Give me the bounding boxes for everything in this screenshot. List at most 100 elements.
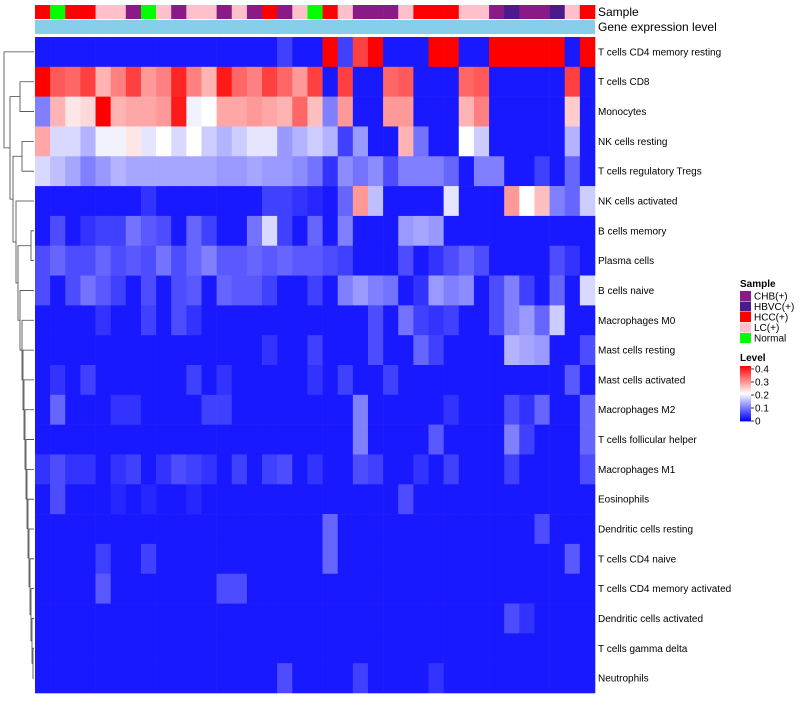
heatmap-cell (171, 514, 187, 545)
heatmap-cell (110, 424, 127, 455)
sample-annotation-cell (80, 5, 96, 19)
heatmap-cell (80, 126, 96, 157)
heatmap-cell (80, 96, 96, 127)
colorbar-segment (740, 370, 751, 372)
heatmap-cell (35, 424, 51, 455)
colorbar-segment (740, 405, 751, 408)
heatmap-cell (428, 484, 444, 515)
heatmap-cell (458, 484, 475, 515)
heatmap-cell (95, 126, 111, 157)
heatmap-cell (216, 663, 233, 694)
heatmap-cell (140, 454, 157, 485)
legend-swatch (740, 322, 751, 333)
heatmap-cell (549, 275, 566, 306)
heatmap-cell (80, 484, 96, 515)
heatmap-cell (504, 454, 520, 485)
annotation-label-gene-expression: Gene expression level (598, 20, 717, 34)
heatmap-cell (110, 633, 127, 664)
heatmap-cell (80, 663, 96, 694)
heatmap-cell (95, 663, 111, 694)
heatmap-cell (504, 394, 520, 425)
legend-swatch (740, 333, 751, 343)
heatmap-cell (216, 96, 233, 127)
heatmap-cell (383, 126, 399, 157)
heatmap-cell (201, 335, 217, 366)
heatmap-cell (398, 514, 414, 545)
heatmap-cell (156, 335, 172, 366)
heatmap-cell (292, 484, 308, 515)
heatmap-cell (110, 66, 127, 97)
heatmap-cell (473, 126, 490, 157)
heatmap-cell (277, 633, 293, 664)
heatmap-cell (383, 514, 399, 545)
heatmap-cell (95, 186, 111, 217)
heatmap-cell (307, 245, 323, 276)
heatmap-cell (140, 335, 157, 366)
heatmap-cell (246, 573, 263, 604)
heatmap-cell (201, 603, 217, 634)
heatmap-cell (140, 96, 157, 127)
heatmap-cell (292, 663, 308, 694)
heatmap-cell (156, 514, 172, 545)
heatmap-cell (564, 245, 581, 276)
heatmap-cell (352, 633, 369, 664)
heatmap-cell (307, 394, 323, 425)
heatmap-cell (186, 514, 202, 545)
heatmap-cell (110, 365, 127, 396)
heatmap-cell (125, 663, 142, 694)
colorbar-segment (740, 367, 751, 370)
heatmap-cell (125, 543, 142, 575)
heatmap-cell (443, 126, 460, 157)
heatmap-cell (398, 96, 414, 127)
heatmap-cell (473, 365, 490, 396)
heatmap-cell (413, 305, 429, 336)
heatmap-cell (428, 365, 444, 396)
heatmap-cell (489, 394, 505, 425)
heatmap-cell (473, 37, 490, 68)
heatmap-cell (579, 543, 596, 575)
heatmap-cell (307, 37, 323, 68)
heatmap-cell (307, 335, 323, 366)
row-label: T cells follicular helper (598, 435, 697, 446)
sample-annotation-cell (534, 5, 550, 19)
sample-annotation-cell (398, 5, 414, 19)
sample-annotation-cell (171, 5, 187, 19)
heatmap-cell (65, 484, 81, 515)
heatmap-cell (262, 603, 278, 634)
colorbar-segment (740, 382, 751, 385)
heatmap-cell (489, 156, 505, 187)
heatmap-cell (337, 573, 354, 604)
heatmap-cell (156, 37, 172, 68)
heatmap-cell (307, 543, 323, 575)
heatmap-cell (398, 186, 414, 217)
dendrogram-branch (19, 81, 34, 112)
heatmap-cell (186, 543, 202, 575)
heatmap-cell (186, 37, 202, 68)
heatmap-cell (367, 424, 384, 455)
heatmap-cell (443, 37, 460, 68)
heatmap-cell (201, 305, 217, 336)
heatmap-cell (50, 96, 66, 127)
heatmap-cell (489, 215, 505, 247)
heatmap-cell (246, 603, 263, 634)
heatmap-cell (186, 663, 202, 694)
heatmap-cell (322, 186, 339, 217)
heatmap-cell (367, 454, 384, 485)
heatmap-cell (125, 573, 142, 604)
heatmap-cell (80, 245, 96, 276)
heatmap-cell (95, 37, 111, 68)
heatmap-cell (216, 543, 233, 575)
colorbar-segment (740, 371, 751, 374)
heatmap-cell (534, 514, 550, 545)
heatmap-cell (50, 126, 66, 157)
heatmap-cell (80, 305, 96, 336)
heatmap-cell (262, 66, 278, 97)
heatmap-cell (549, 633, 566, 664)
heatmap-cell (140, 394, 157, 425)
heatmap-cell (262, 484, 278, 515)
heatmap-cell (458, 66, 475, 97)
heatmap-cell (35, 156, 51, 187)
heatmap-cell (156, 573, 172, 604)
heatmap-cell (110, 514, 127, 545)
heatmap-cell (110, 573, 127, 604)
